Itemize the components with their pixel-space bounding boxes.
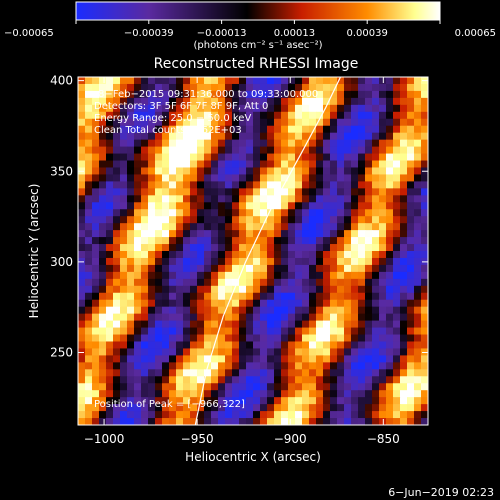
- annotation-line: 8−Feb−2015 09:31:36.000 to 09:33:00.000: [98, 89, 318, 100]
- y-axis-ticks: 250 300 350 400: [50, 74, 428, 360]
- annotation-line: Energy Range: 25.0 − 50.0 keV: [94, 113, 251, 124]
- observation-annotations: 8−Feb−2015 09:31:36.000 to 09:33:00.000D…: [94, 89, 318, 136]
- colorbar-tick-label: 0.00065: [455, 28, 496, 39]
- colorbar-tick-label: −0.00013: [197, 28, 247, 39]
- colorbar: −0.00065 −0.00039 −0.00013 0.00013 0.00039 0.…: [4, 1, 496, 51]
- footer-date: 6−Jun−2019 02:23: [388, 486, 494, 499]
- colorbar-unit-label: (photons cm⁻² s⁻¹ asec⁻²): [193, 40, 322, 51]
- x-axis-ticks: −1000 −950 −900 −850: [84, 77, 400, 446]
- annotation-line: Detectors: 3F 5F 6F 7F 8F 9F, Att 0: [94, 101, 268, 112]
- x-axis-label: Heliocentric X (arcsec): [185, 450, 321, 464]
- solar-limb-line: [194, 77, 342, 425]
- x-tick-label: −850: [367, 432, 400, 446]
- y-tick-label: 350: [50, 164, 73, 178]
- annotation-line: Clean Total counts: 1.62E+03: [94, 125, 242, 136]
- plot-frame: [77, 76, 429, 426]
- x-tick-label: −900: [274, 432, 307, 446]
- y-tick-label: 250: [50, 346, 73, 360]
- heatmap-cells: [78, 77, 428, 425]
- y-tick-label: 300: [50, 255, 73, 269]
- colorbar-tick-label: −0.00039: [124, 28, 174, 39]
- heatmap-image: [78, 77, 428, 425]
- y-tick-label: 400: [50, 74, 73, 88]
- colorbar-tick-label: −0.00065: [4, 28, 54, 39]
- y-axis-label: Heliocentric Y (arcsec): [27, 184, 41, 319]
- colorbar-ticks: −0.00065 −0.00039 −0.00013 0.00013 0.00039 0.…: [4, 20, 496, 39]
- x-tick-label: −950: [181, 432, 214, 446]
- colorbar-tick-label: 0.00039: [347, 28, 388, 39]
- peak-position-label: Position of Peak = [−966,322]: [94, 399, 245, 410]
- colorbar-tick-label: 0.00013: [274, 28, 315, 39]
- x-tick-label: −1000: [84, 432, 125, 446]
- chart-title: Reconstructed RHESSI Image: [154, 56, 359, 72]
- colorbar-gradient: [75, 1, 441, 21]
